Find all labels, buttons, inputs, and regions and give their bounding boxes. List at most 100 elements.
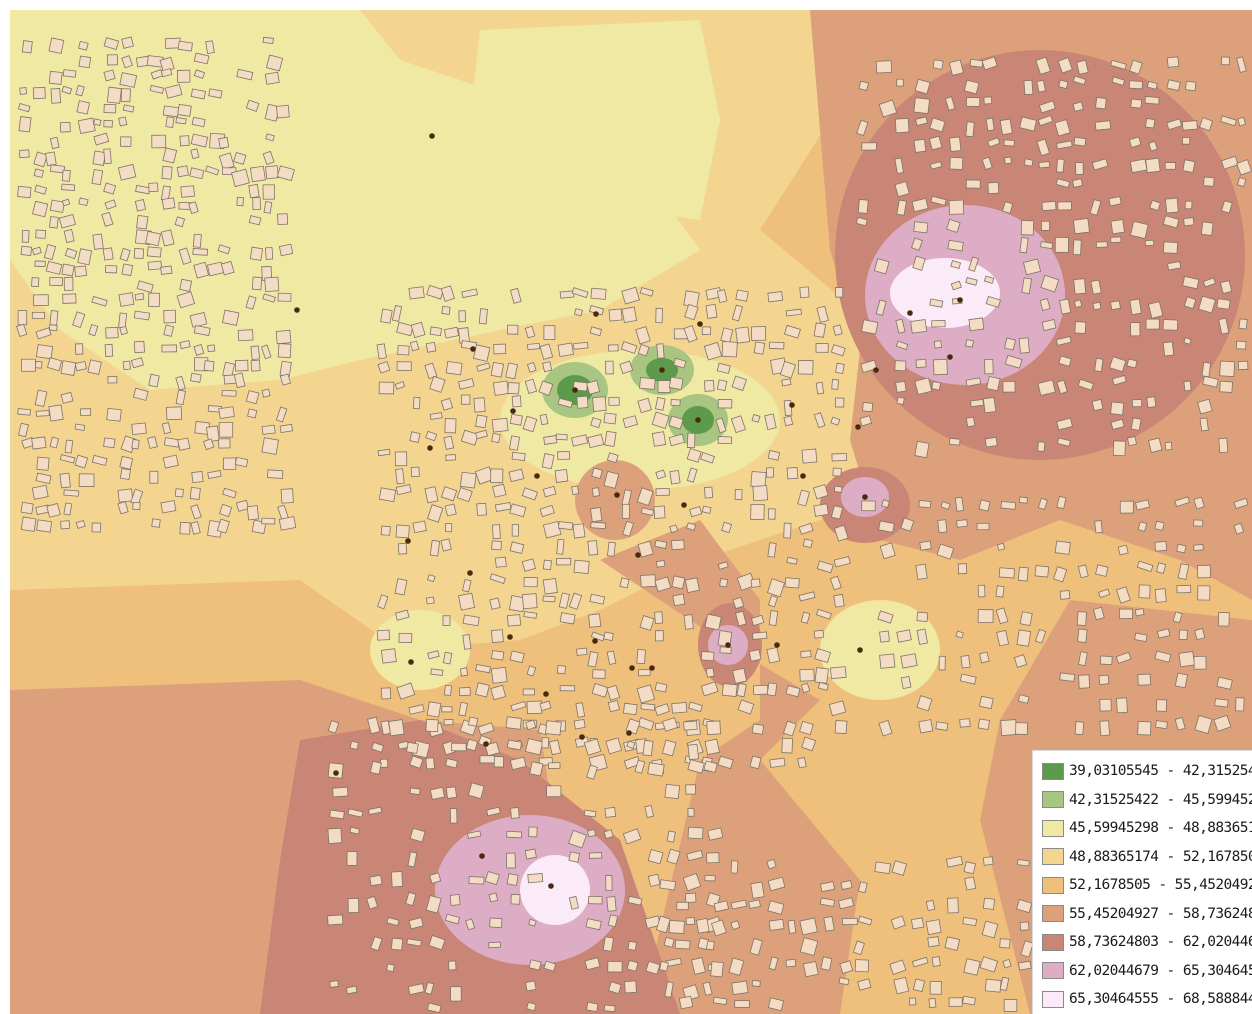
measurement-point	[408, 659, 414, 665]
building	[802, 960, 819, 978]
building	[862, 402, 874, 413]
building	[174, 216, 186, 228]
measurement-points-layer	[294, 133, 963, 889]
building	[766, 646, 781, 664]
building	[1184, 200, 1193, 210]
building	[444, 523, 453, 533]
building	[175, 375, 186, 391]
building	[717, 399, 733, 409]
building	[119, 455, 134, 470]
building	[120, 136, 132, 147]
building	[607, 699, 620, 713]
building	[833, 485, 843, 493]
building	[704, 738, 720, 756]
building	[494, 556, 507, 568]
building	[1018, 960, 1032, 971]
building	[132, 501, 141, 511]
building	[721, 521, 733, 534]
building	[136, 214, 149, 230]
building	[995, 585, 1005, 598]
building	[687, 807, 695, 817]
building	[396, 321, 414, 337]
building	[222, 487, 237, 499]
building	[260, 344, 272, 360]
building	[405, 891, 417, 906]
building	[668, 433, 685, 447]
building	[686, 432, 696, 449]
building	[588, 613, 602, 628]
building	[489, 597, 501, 610]
building	[237, 329, 254, 342]
building	[121, 36, 134, 49]
building	[829, 666, 847, 680]
building	[1233, 522, 1245, 535]
measurement-point	[333, 770, 339, 776]
legend-label: 58,73624803 - 62,02044679	[1069, 934, 1252, 951]
building	[445, 361, 463, 376]
building	[386, 917, 400, 927]
building	[781, 378, 792, 387]
building	[587, 651, 599, 668]
building	[276, 165, 295, 182]
building	[1183, 296, 1197, 310]
building	[925, 919, 942, 936]
building	[769, 757, 786, 768]
building	[1071, 178, 1084, 188]
building	[35, 344, 54, 360]
building	[548, 739, 562, 756]
building	[621, 306, 638, 324]
building	[1073, 278, 1087, 295]
building	[492, 524, 501, 540]
building	[1023, 158, 1034, 167]
building	[1054, 236, 1069, 253]
building	[1220, 155, 1239, 170]
building	[813, 412, 826, 429]
building	[769, 341, 785, 350]
building	[509, 413, 523, 426]
building	[1199, 117, 1214, 132]
building	[586, 1001, 599, 1013]
building	[766, 858, 777, 870]
building	[188, 201, 199, 214]
building	[707, 827, 724, 841]
building	[592, 669, 606, 679]
building	[735, 289, 749, 302]
building	[1099, 655, 1113, 666]
building	[965, 276, 978, 286]
building	[279, 423, 293, 434]
building	[247, 408, 258, 419]
building	[686, 849, 704, 862]
building	[467, 782, 485, 800]
building	[477, 722, 495, 736]
building	[60, 360, 77, 376]
building	[588, 852, 603, 859]
building	[1219, 360, 1236, 378]
building	[458, 378, 475, 390]
building	[1073, 136, 1087, 147]
building	[462, 614, 480, 627]
building	[608, 981, 622, 995]
building	[17, 102, 31, 113]
building	[366, 895, 379, 910]
building	[1019, 611, 1033, 627]
building	[701, 505, 712, 514]
building	[1013, 654, 1028, 668]
building	[429, 786, 446, 800]
building	[797, 757, 807, 769]
building	[121, 263, 134, 277]
building	[429, 326, 443, 337]
building	[174, 488, 184, 498]
building	[21, 229, 30, 243]
building	[637, 540, 654, 558]
building	[33, 294, 49, 307]
building	[783, 415, 794, 427]
building	[556, 557, 572, 566]
building	[799, 668, 815, 682]
building	[911, 956, 929, 968]
building	[91, 169, 104, 186]
legend-item: 45,59945298 - 48,88365174	[1033, 814, 1252, 843]
building	[1111, 76, 1126, 86]
building	[703, 486, 714, 499]
building	[1094, 120, 1112, 131]
